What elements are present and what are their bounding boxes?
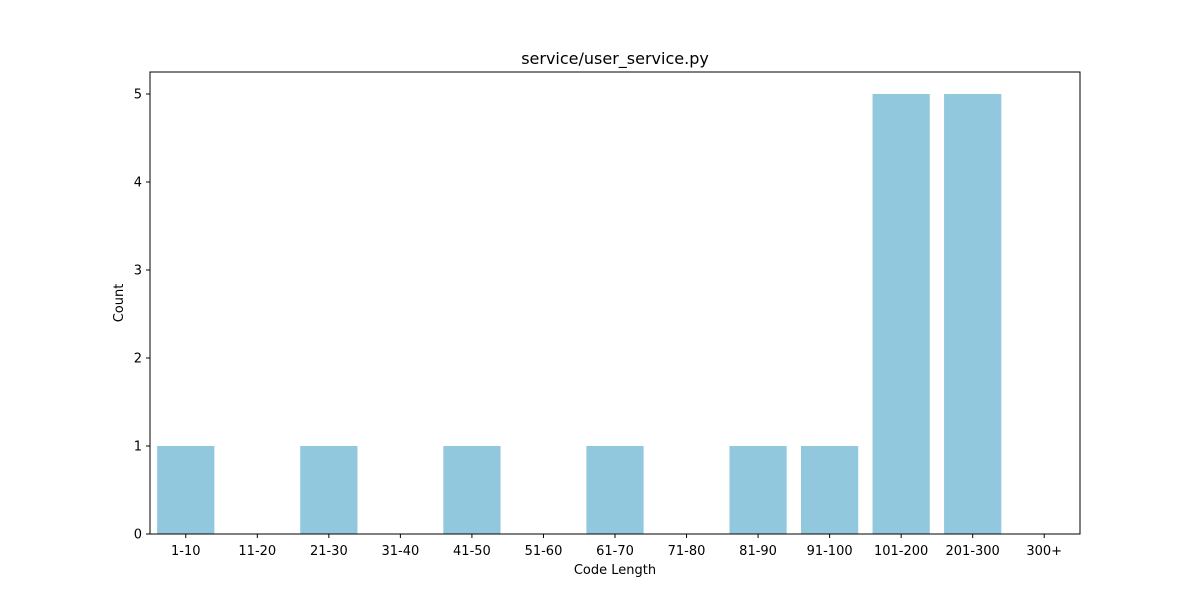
x-tick-label: 11-20 (238, 544, 276, 559)
x-tick-label: 1-10 (171, 544, 201, 559)
y-axis-ticks: 0 1 2 3 4 5 (134, 88, 150, 543)
x-tick-label: 201-300 (946, 544, 1000, 559)
y-tick-label: 3 (134, 264, 142, 279)
y-tick-label: 2 (134, 352, 142, 367)
x-tick-label: 21-30 (310, 544, 348, 559)
y-axis-label: Count (112, 284, 127, 323)
x-tick-label: 300+ (1026, 544, 1062, 559)
x-tick-label: 61-70 (596, 544, 634, 559)
bar-61-70 (586, 446, 644, 534)
x-axis-ticks: 1-10 11-20 21-30 31-40 41-50 51-60 61-70 71-80 8… (171, 534, 1062, 559)
bar-41-50 (443, 446, 501, 534)
x-tick-label: 91-100 (807, 544, 853, 559)
bar-1-10 (157, 446, 215, 534)
y-tick-label: 1 (134, 440, 142, 455)
bar-201-300 (944, 94, 1002, 534)
x-tick-label: 31-40 (381, 544, 419, 559)
x-tick-label: 71-80 (668, 544, 706, 559)
x-tick-label: 51-60 (525, 544, 563, 559)
bars-layer (157, 94, 1002, 534)
bar-21-30 (300, 446, 358, 534)
y-tick-label: 5 (134, 88, 142, 103)
x-axis-label: Code Length (574, 563, 656, 578)
x-tick-label: 81-90 (739, 544, 777, 559)
y-tick-label: 4 (134, 176, 142, 191)
plot-frame (149, 71, 1081, 535)
bar-91-100 (801, 446, 859, 534)
bar-101-200 (872, 94, 930, 534)
chart-title: service/user_service.py (521, 49, 709, 69)
x-tick-label: 41-50 (453, 544, 491, 559)
bar-81-90 (729, 446, 787, 534)
x-tick-label: 101-200 (874, 544, 928, 559)
y-tick-label: 0 (134, 528, 142, 543)
